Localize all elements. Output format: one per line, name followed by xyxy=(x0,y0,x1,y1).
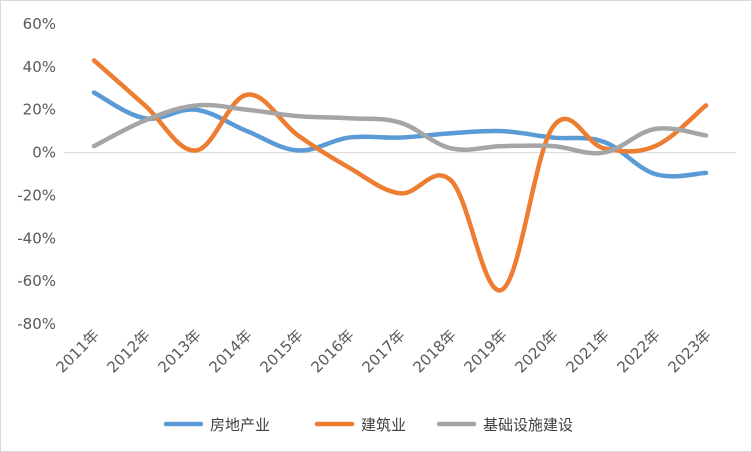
y-tick-label: 40% xyxy=(23,58,56,76)
x-tick-label: 2021年 xyxy=(562,326,612,376)
x-tick-label: 2023年 xyxy=(664,326,714,376)
legend: 房地产业 建筑业 基础设施建设 xyxy=(163,416,573,434)
series-line-0 xyxy=(91,90,709,179)
x-tick-label: 2011年 xyxy=(52,326,102,376)
y-tick-label: -40% xyxy=(17,229,56,247)
x-tick-label: 2013年 xyxy=(154,326,204,376)
x-tick-label: 2019年 xyxy=(460,326,510,376)
series-line-2 xyxy=(91,102,709,156)
y-axis-ticks: 60% 40% 20% 0% -20% -40% -60% -80% xyxy=(17,15,56,333)
x-axis-ticks: 2011年 2012年 2013年 2014年 2015年 2016年 2017年 2018年… xyxy=(52,326,714,376)
y-tick-label: 0% xyxy=(32,144,56,162)
x-tick-label: 2017年 xyxy=(358,326,408,376)
x-tick-label: 2012年 xyxy=(103,326,153,376)
x-tick-label: 2022年 xyxy=(613,326,663,376)
x-tick-label: 2020年 xyxy=(511,326,561,376)
y-tick-label: -60% xyxy=(17,272,56,290)
series-lines xyxy=(91,58,709,293)
x-tick-label: 2015年 xyxy=(256,326,306,376)
y-tick-label: -20% xyxy=(17,186,56,204)
y-tick-label: 20% xyxy=(23,101,56,119)
series-line-1 xyxy=(91,58,709,293)
x-tick-label: 2014年 xyxy=(205,326,255,376)
legend-label-0: 房地产业 xyxy=(210,416,270,434)
x-tick-label: 2018年 xyxy=(409,326,459,376)
x-tick-label: 2016年 xyxy=(307,326,357,376)
y-tick-label: 60% xyxy=(23,15,56,33)
y-tick-label: -80% xyxy=(17,315,56,333)
legend-label-2: 基础设施建设 xyxy=(483,416,573,434)
legend-label-1: 建筑业 xyxy=(361,416,406,434)
